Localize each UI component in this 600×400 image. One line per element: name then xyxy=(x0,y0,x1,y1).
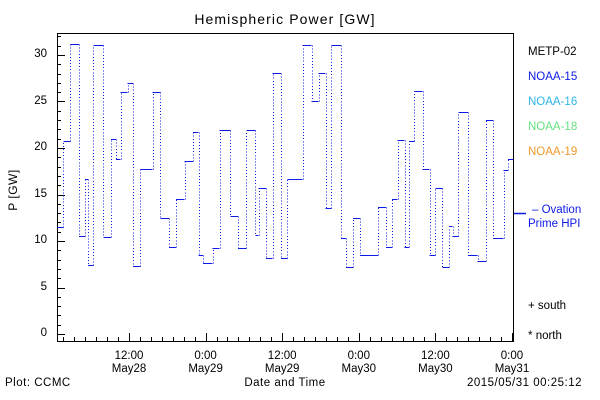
y-tick-label: 0 xyxy=(40,327,47,339)
plot-source-label: Plot: CCMC xyxy=(5,377,71,389)
x-tick-label: 0:00 May29 xyxy=(172,350,240,375)
y-tick-label: 30 xyxy=(34,48,47,60)
x-tick-date: May30 xyxy=(341,362,377,375)
ovation-prime-hpi-legend: – Ovation Prime HPI xyxy=(528,204,581,231)
plus-symbol-icon: + xyxy=(528,300,535,312)
y-tick-label: 25 xyxy=(34,94,47,107)
x-tick-label: 12:00 May29 xyxy=(248,350,316,375)
legend-satellite-noaa-19: NOAA-19 xyxy=(528,146,578,158)
y-tick-label: 20 xyxy=(34,141,47,153)
x-tick-date: May28 xyxy=(111,362,147,375)
page-title: Hemispheric Power [GW] xyxy=(194,11,376,27)
x-tick-date: May30 xyxy=(418,362,453,375)
hpi-step-line-horizontal xyxy=(57,43,513,269)
asterisk-symbol-icon: * xyxy=(528,330,533,342)
satellite-legend: METP-02 NOAA-15 NOAA-16 NOAA-18 NOAA-19 xyxy=(528,40,577,165)
plot-timestamp: 2015/05/31 00:25:12 xyxy=(466,377,582,389)
x-tick-label: 0:00 May31 xyxy=(478,350,546,375)
x-tick-time: 12:00 xyxy=(114,350,144,362)
legend-satellite-metp-02: METP-02 xyxy=(528,46,577,58)
legend-satellite-noaa-18: NOAA-18 xyxy=(528,121,578,133)
y-tick-label: 5 xyxy=(40,280,47,293)
north-marker-legend: * north xyxy=(528,330,562,342)
x-axis-label: Date and Time xyxy=(244,377,326,389)
plot-frame xyxy=(57,33,514,342)
x-tick-date: May29 xyxy=(188,362,223,375)
x-tick-time: 12:00 xyxy=(420,350,450,362)
x-tick-label: 12:00 May30 xyxy=(401,350,469,375)
y-tick-label: 10 xyxy=(34,234,47,246)
north-marker-label: north xyxy=(535,330,562,342)
ovation-legend-line1: – Ovation xyxy=(532,204,582,216)
x-tick-label: 12:00 May28 xyxy=(95,350,163,375)
south-marker-label: south xyxy=(537,300,567,312)
ovation-legend-line2: Prime HPI xyxy=(528,217,581,230)
x-tick-time: 0:00 xyxy=(500,350,524,362)
x-tick-time: 0:00 xyxy=(194,350,217,362)
x-tick-time: 12:00 xyxy=(267,350,297,362)
legend-satellite-noaa-16: NOAA-16 xyxy=(528,96,578,108)
x-tick-date: May31 xyxy=(494,362,530,375)
legend-satellite-noaa-15: NOAA-15 xyxy=(528,71,578,83)
y-tick-label: 15 xyxy=(34,187,47,200)
south-marker-legend: + south xyxy=(528,300,566,312)
x-tick-date: May29 xyxy=(264,362,300,375)
x-tick-label: 0:00 May30 xyxy=(325,350,393,375)
axis-ticks xyxy=(57,36,513,341)
hpi-step-line-vertical xyxy=(62,44,510,268)
x-tick-time: 0:00 xyxy=(347,350,370,362)
